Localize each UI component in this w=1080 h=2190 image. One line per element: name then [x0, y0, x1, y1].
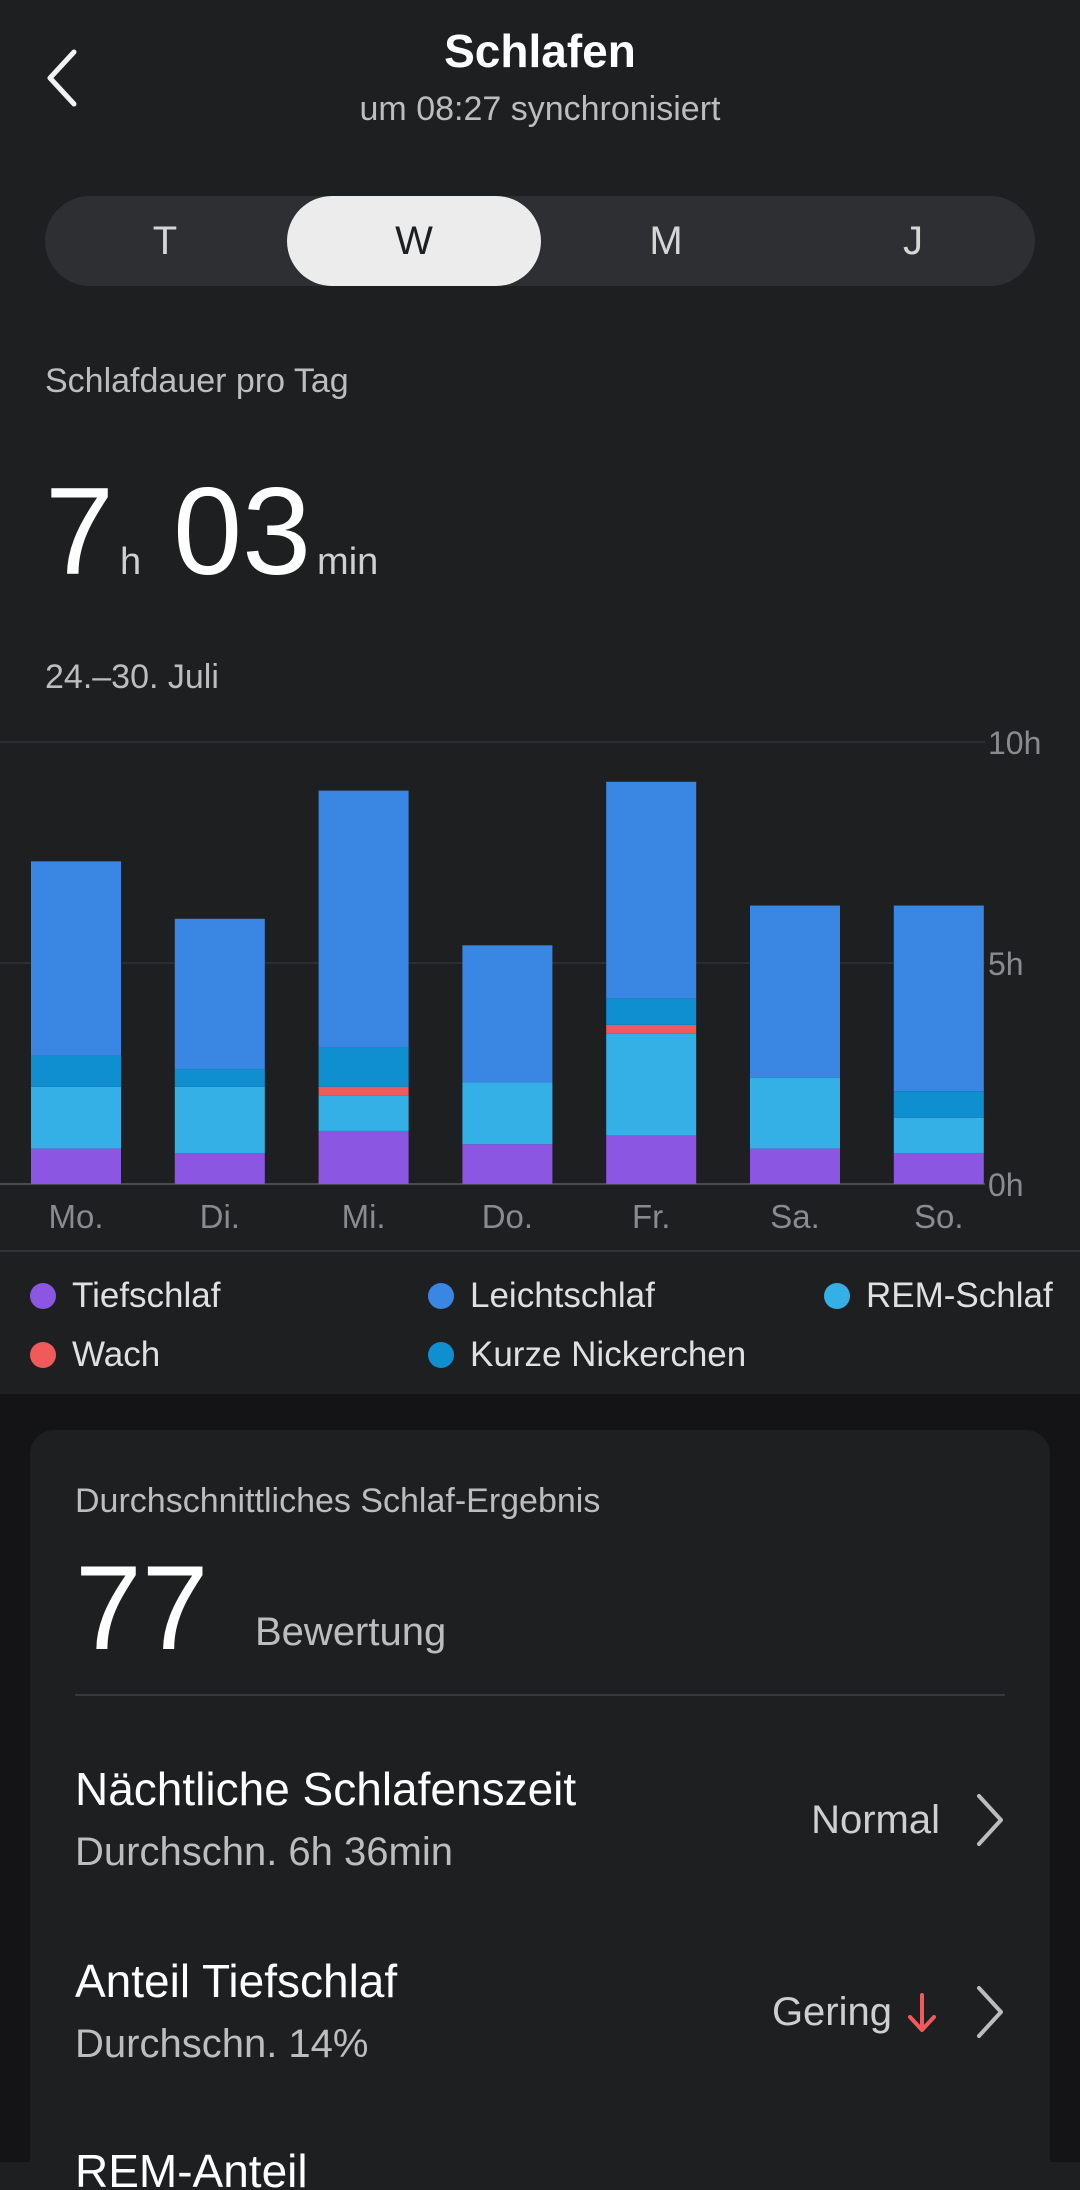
bar-segment-tiefschlaf	[318, 1130, 409, 1184]
back-chevron-icon	[47, 49, 77, 107]
bar-segment-tiefschlaf	[606, 1135, 697, 1184]
legend-dot	[30, 1342, 56, 1368]
row-deep-sleep[interactable]: Anteil Tiefschlaf Durchschn. 14% Gering	[30, 1954, 1050, 2104]
chevron-right-icon	[977, 1986, 1003, 2038]
tab-month[interactable]: M	[649, 219, 683, 263]
bar-segment-kurze-nickerchen	[318, 1046, 409, 1087]
arrow-down-icon	[908, 1992, 936, 2032]
row-subtitle: Durchschn. 6h 36min	[75, 1830, 453, 1874]
bar-segment-rem-schlaf	[318, 1095, 409, 1131]
sync-status: um 08:27 synchronisiert	[359, 90, 721, 128]
legend-dot	[428, 1283, 454, 1309]
bar-segment-wach	[318, 1086, 409, 1096]
bar-segment-kurze-nickerchen	[174, 1069, 265, 1087]
duration-hours: 7	[45, 463, 114, 601]
hours-unit: h	[119, 541, 142, 583]
sleep-bar-chart: 10h 5h 0h Mo. Di. Mi. Do. Fr. Sa. So.	[0, 725, 1041, 1235]
date-range: 24.–30. Juli	[45, 658, 219, 696]
legend-dot	[30, 1283, 56, 1309]
row-title: REM-Anteil	[75, 2145, 308, 2190]
x-tick-label: Di.	[200, 1198, 240, 1235]
score-value: 77	[75, 1541, 209, 1675]
bar-segment-rem-schlaf	[893, 1117, 984, 1154]
row-subtitle: Durchschn. 14%	[75, 2022, 369, 2066]
row-title: Nächtliche Schlafenszeit	[75, 1763, 577, 1815]
duration-label: Schlafdauer pro Tag	[45, 362, 349, 400]
legend-label: REM-Schlaf	[866, 1276, 1053, 1315]
bar-segment-tiefschlaf	[750, 1148, 840, 1184]
legend-item-wach: Wach	[30, 1335, 160, 1375]
bar-segment-leichtschlaf	[893, 905, 984, 1092]
bar-segment-leichtschlaf	[318, 790, 409, 1047]
bar-segment-tiefschlaf	[462, 1144, 553, 1184]
bar-segment-kurze-nickerchen	[606, 998, 697, 1025]
bar-segment-kurze-nickerchen	[893, 1091, 984, 1118]
bar-segment-leichtschlaf	[750, 905, 840, 1078]
chart-legend: Tiefschlaf Leichtschlaf REM-Schlaf Wach …	[0, 1252, 1080, 1392]
period-selector: T W M J	[45, 196, 1035, 286]
bar-segment-rem-schlaf	[606, 1033, 697, 1136]
tab-year[interactable]: J	[903, 219, 923, 263]
legend-item-tiefschlaf: Tiefschlaf	[30, 1276, 220, 1316]
bar-segment-leichtschlaf	[462, 945, 553, 1083]
header: Schlafen um 08:27 synchronisiert	[0, 0, 1080, 150]
y-tick-label: 10h	[988, 725, 1041, 761]
legend-label: Wach	[72, 1335, 161, 1374]
chart-divider	[0, 1250, 1080, 1252]
legend-dot	[824, 1283, 850, 1309]
page-title: Schlafen	[444, 25, 636, 77]
x-tick-label: Fr.	[632, 1198, 671, 1235]
legend-item-rem: REM-Schlaf	[824, 1276, 1053, 1316]
tab-day[interactable]: T	[152, 219, 178, 263]
bar-segment-leichtschlaf	[606, 781, 697, 999]
back-button[interactable]	[40, 44, 88, 112]
bar-segment-kurze-nickerchen	[31, 1055, 121, 1087]
y-tick-label: 5h	[988, 946, 1024, 982]
legend-item-nickerchen: Kurze Nickerchen	[428, 1335, 746, 1375]
y-tick-label: 0h	[988, 1167, 1024, 1203]
score-unit: Bewertung	[255, 1610, 447, 1654]
x-tick-label: Sa.	[770, 1198, 820, 1235]
sleep-score-card: Durchschnittliches Schlaf-Ergebnis 77 Be…	[30, 1430, 1050, 2190]
legend-label: Tiefschlaf	[72, 1276, 221, 1315]
bar-segment-leichtschlaf	[174, 918, 265, 1070]
bar-segment-leichtschlaf	[31, 861, 121, 1056]
status-text: Normal	[811, 1798, 940, 1842]
legend-item-leichtschlaf: Leichtschlaf	[428, 1276, 655, 1316]
x-tick-label: Mo.	[48, 1198, 103, 1235]
chevron-right-icon	[977, 1794, 1003, 1846]
duration-minutes: 03	[173, 463, 312, 601]
card-divider	[75, 1694, 1005, 1696]
minutes-unit: min	[317, 541, 379, 583]
bar-segment-tiefschlaf	[174, 1153, 265, 1184]
row-status: Gering	[772, 1990, 940, 2035]
bar-segment-tiefschlaf	[31, 1148, 121, 1184]
x-tick-label: Mi.	[342, 1198, 386, 1235]
legend-label: Kurze Nickerchen	[470, 1335, 747, 1374]
bar-segment-tiefschlaf	[893, 1153, 984, 1184]
row-bedtime[interactable]: Nächtliche Schlafenszeit Durchschn. 6h 3…	[30, 1762, 1050, 1912]
bar-segment-rem-schlaf	[31, 1086, 121, 1149]
score-label: Durchschnittliches Schlaf-Ergebnis	[75, 1482, 601, 1520]
x-tick-label: Do.	[482, 1198, 533, 1235]
legend-label: Leichtschlaf	[470, 1276, 655, 1315]
sleep-duration: 7 h 03 min	[45, 470, 410, 600]
bar-segment-rem-schlaf	[174, 1086, 265, 1154]
row-status: Normal	[811, 1798, 940, 1843]
row-title: Anteil Tiefschlaf	[75, 1955, 398, 2007]
x-tick-label: So.	[914, 1198, 964, 1235]
bar-segment-wach	[606, 1024, 697, 1034]
bar-segment-rem-schlaf	[750, 1077, 840, 1149]
bar-segment-rem-schlaf	[462, 1082, 553, 1145]
legend-dot	[428, 1342, 454, 1368]
row-rem-share[interactable]: REM-Anteil	[30, 2144, 1050, 2190]
tab-week[interactable]: W	[287, 196, 541, 286]
status-text: Gering	[771, 1990, 892, 2034]
